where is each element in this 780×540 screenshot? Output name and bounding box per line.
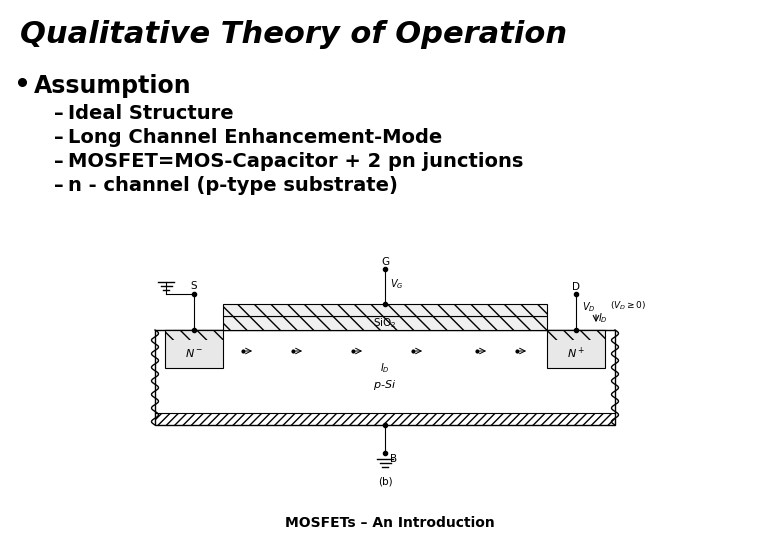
- Text: $I_D$: $I_D$: [380, 361, 390, 375]
- Text: Long Channel Enhancement-Mode: Long Channel Enhancement-Mode: [68, 128, 442, 147]
- Text: Ideal Structure: Ideal Structure: [68, 104, 234, 123]
- Bar: [155, 330, 615, 425]
- Text: S: S: [190, 281, 197, 291]
- Text: $V_G$: $V_G$: [390, 277, 403, 291]
- Text: $I_D$: $I_D$: [598, 312, 608, 326]
- Text: $N^+$: $N^+$: [567, 346, 585, 361]
- Bar: [165, 330, 223, 368]
- Bar: [165, 330, 223, 340]
- Text: MOSFET=MOS-Capacitor + 2 pn junctions: MOSFET=MOS-Capacitor + 2 pn junctions: [68, 152, 523, 171]
- Bar: [547, 330, 605, 368]
- Text: $N^-$: $N^-$: [185, 347, 203, 359]
- Text: $V_D$: $V_D$: [582, 300, 596, 314]
- Text: Qualitative Theory of Operation: Qualitative Theory of Operation: [20, 20, 567, 49]
- Bar: [155, 413, 615, 425]
- Text: D: D: [572, 282, 580, 292]
- Text: –: –: [54, 128, 64, 147]
- Text: $(V_D \geq 0)$: $(V_D \geq 0)$: [610, 300, 647, 313]
- Bar: [547, 330, 605, 340]
- Text: –: –: [54, 152, 64, 171]
- Text: B: B: [390, 454, 397, 464]
- Text: –: –: [54, 104, 64, 123]
- Bar: [223, 304, 547, 316]
- Text: G: G: [381, 257, 389, 267]
- Bar: [223, 316, 547, 330]
- Text: $p$-Si: $p$-Si: [374, 379, 396, 393]
- Text: Assumption: Assumption: [34, 74, 192, 98]
- Text: MOSFETs – An Introduction: MOSFETs – An Introduction: [285, 516, 495, 530]
- Text: (b): (b): [378, 477, 392, 487]
- Text: –: –: [54, 176, 64, 195]
- Text: SiO$_2$: SiO$_2$: [373, 316, 397, 330]
- Text: n - channel (p-type substrate): n - channel (p-type substrate): [68, 176, 398, 195]
